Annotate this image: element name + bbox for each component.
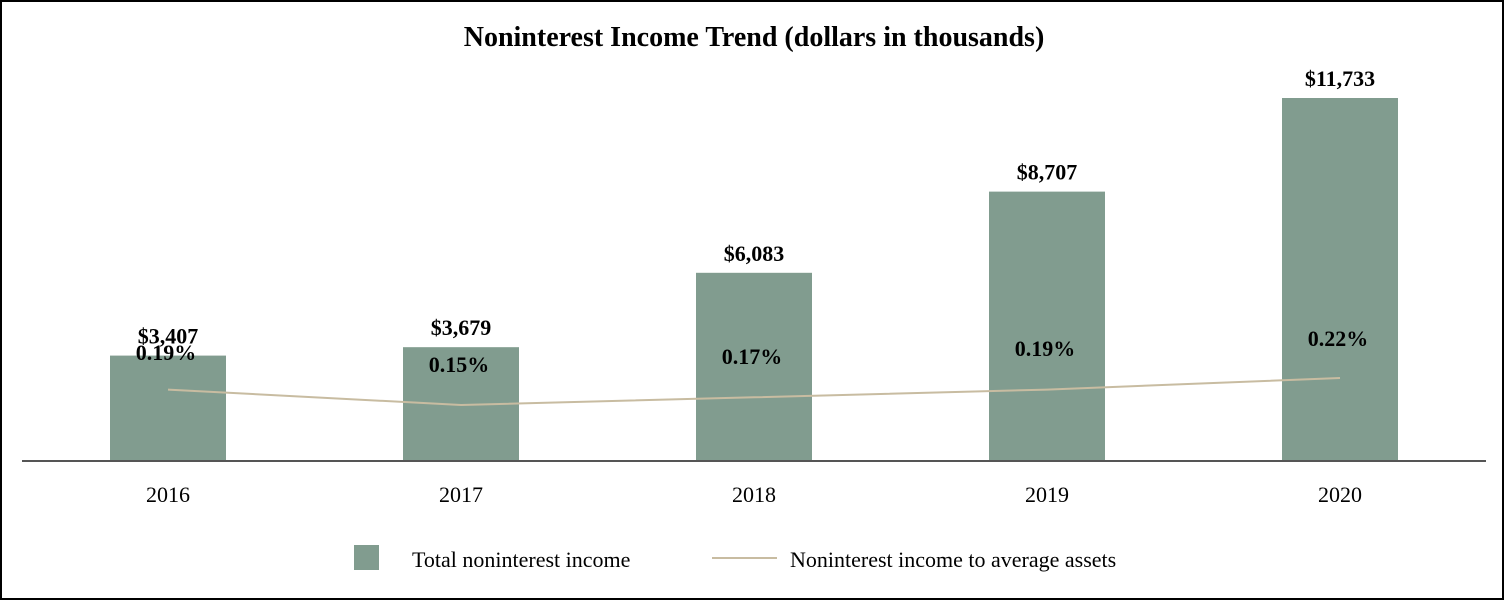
ratio-label-2020: 0.22%: [1308, 326, 1369, 351]
legend-swatch-total-noninterest-income: [354, 545, 379, 570]
bar-label-2016: $3,407: [138, 324, 199, 349]
x-tick-2016: 2016: [146, 482, 190, 507]
chart-title: Noninterest Income Trend (dollars in tho…: [464, 22, 1045, 53]
bar-label-2020: $11,733: [1305, 66, 1375, 91]
x-axis-ticks: 2016 2017 2018 2019 2020: [146, 482, 1362, 507]
line-series: 0.19% 0.15% 0.17% 0.19% 0.22%: [136, 326, 1369, 407]
ratio-line: [167, 377, 1341, 407]
bar-series: $3,407 $3,679 $6,083 $8,707 $11,733: [110, 66, 1398, 461]
legend: Total noninterest income Noninterest inc…: [354, 545, 1116, 572]
bar-2016: [110, 355, 226, 461]
x-tick-2020: 2020: [1318, 482, 1362, 507]
ratio-label-2019: 0.19%: [1015, 336, 1076, 361]
bar-2019: [989, 191, 1105, 461]
bar-label-2019: $8,707: [1017, 160, 1078, 185]
ratio-label-2017: 0.15%: [429, 352, 490, 377]
x-tick-2017: 2017: [439, 482, 483, 507]
bar-2018: [696, 272, 812, 461]
bar-label-2018: $6,083: [724, 241, 785, 266]
legend-label-noninterest-income-ratio: Noninterest income to average assets: [790, 547, 1116, 572]
ratio-label-2016: 0.19%: [136, 340, 197, 365]
legend-label-total-noninterest-income: Total noninterest income: [412, 547, 630, 572]
x-tick-2018: 2018: [732, 482, 776, 507]
ratio-label-2018: 0.17%: [722, 344, 783, 369]
x-tick-2019: 2019: [1025, 482, 1069, 507]
bar-2020: [1282, 98, 1398, 461]
bar-label-2017: $3,679: [431, 315, 492, 340]
